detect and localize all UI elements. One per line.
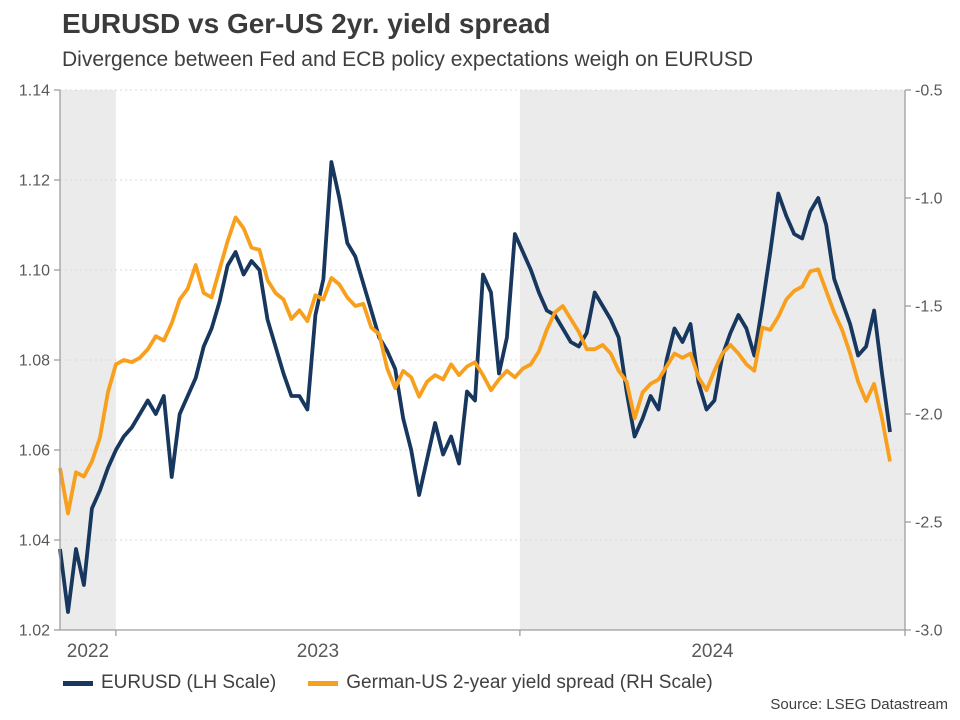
y-left-tick-label: 1.08 bbox=[19, 353, 50, 370]
source-credit: Source: LSEG Datastream bbox=[770, 696, 948, 713]
y-right-tick-label: -1.5 bbox=[915, 299, 943, 316]
y-left-tick-label: 1.12 bbox=[19, 173, 50, 190]
chart-subtitle: Divergence between Fed and ECB policy ex… bbox=[62, 48, 754, 71]
spread-line bbox=[58, 215, 892, 516]
y-right-tick-label: -1.0 bbox=[915, 191, 943, 208]
legend-swatch-eurusd bbox=[63, 680, 93, 686]
legend-label-spread: German-US 2-year yield spread (RH Scale) bbox=[346, 672, 713, 693]
x-year-label: 2024 bbox=[691, 641, 734, 662]
y-left-tick-label: 1.02 bbox=[19, 623, 50, 640]
y-right-tick-label: -2.0 bbox=[915, 407, 943, 424]
x-year-label: 2022 bbox=[67, 641, 109, 662]
year-shading-band bbox=[519, 90, 905, 630]
y-left-tick-label: 1.14 bbox=[19, 83, 50, 100]
legend-swatch-spread bbox=[308, 680, 339, 686]
legend: EURUSD (LH Scale) German-US 2-year yield… bbox=[63, 672, 713, 694]
y-left-tick-label: 1.04 bbox=[19, 533, 50, 550]
y-left-tick-label: 1.06 bbox=[19, 443, 50, 460]
y-right-tick-label: -3.0 bbox=[915, 623, 943, 640]
y-right-tick-label: -2.5 bbox=[915, 515, 943, 532]
legend-label-eurusd: EURUSD (LH Scale) bbox=[101, 672, 277, 693]
chart-title: EURUSD vs Ger-US 2yr. yield spread bbox=[62, 8, 551, 39]
y-left-tick-label: 1.10 bbox=[19, 263, 50, 280]
eurusd-line bbox=[58, 160, 892, 614]
x-year-label: 2023 bbox=[297, 641, 339, 662]
y-right-tick-label: -0.5 bbox=[915, 83, 943, 100]
